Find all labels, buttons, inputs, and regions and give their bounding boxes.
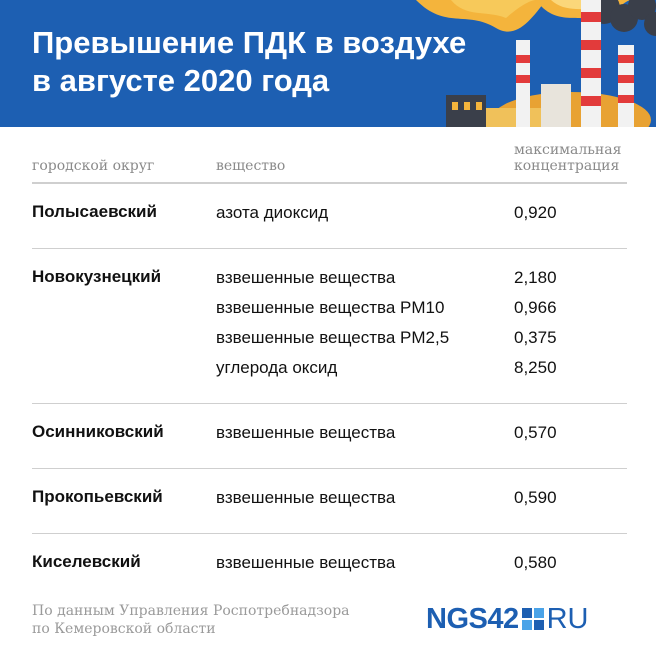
substance-name: взвешенные вещества PM2,5 bbox=[216, 328, 450, 347]
title-line-2: в августе 2020 года bbox=[32, 63, 330, 98]
substance-name: углерода оксид bbox=[216, 358, 338, 377]
substance-name: взвешенные вещества bbox=[216, 268, 396, 287]
substance-name: взвешенные вещества bbox=[216, 423, 396, 442]
pdk-table: городской округ вещество максимальная ко… bbox=[32, 140, 627, 598]
logo-text-right: RU bbox=[546, 602, 589, 635]
source-note: По данным Управления Роспотребнадзора по… bbox=[32, 602, 350, 638]
substance-row: взвешенные вещества 0,570 bbox=[32, 421, 627, 451]
ngs-square-icon bbox=[521, 608, 544, 630]
substance-row: углерода оксид 8,250 bbox=[32, 356, 627, 386]
source-line-2: по Кемеровской области bbox=[32, 621, 216, 637]
header-banner: Превышение ПДК в воздухе в августе 2020 … bbox=[0, 0, 656, 127]
ngs42-logo: NGS42 RU bbox=[426, 602, 589, 635]
district-name: Прокопьевский bbox=[32, 487, 163, 506]
substance-name: азота диоксид bbox=[216, 203, 329, 222]
district-name: Полысаевский bbox=[32, 202, 157, 221]
column-concentration-line-2: концентрация bbox=[514, 158, 620, 174]
district-name: Новокузнецкий bbox=[32, 267, 162, 286]
district-name: Осинниковский bbox=[32, 422, 164, 441]
concentration-value: 8,250 bbox=[514, 358, 557, 377]
page-title: Превышение ПДК в воздухе в августе 2020 … bbox=[32, 24, 466, 100]
column-substance: вещество bbox=[216, 158, 286, 174]
table-header: городской округ вещество максимальная ко… bbox=[32, 140, 627, 184]
concentration-value: 0,590 bbox=[514, 488, 557, 507]
substance-name: взвешенные вещества bbox=[216, 553, 396, 572]
concentration-value: 0,920 bbox=[514, 203, 557, 222]
concentration-value: 2,180 bbox=[514, 268, 557, 287]
table-row: Полысаевский азота диоксид 0,920 bbox=[32, 184, 627, 249]
substance-row: взвешенные вещества 2,180 bbox=[32, 266, 627, 296]
district-name: Киселевский bbox=[32, 552, 141, 571]
substance-row: взвешенные вещества PM2,5 0,375 bbox=[32, 326, 627, 356]
concentration-value: 0,570 bbox=[514, 423, 557, 442]
substance-row: взвешенные вещества 0,590 bbox=[32, 486, 627, 516]
concentration-value: 0,375 bbox=[514, 328, 557, 347]
table-row: Киселевский взвешенные вещества 0,580 bbox=[32, 534, 627, 598]
source-line-1: По данным Управления Роспотребнадзора bbox=[32, 603, 350, 619]
substance-name: взвешенные вещества PM10 bbox=[216, 298, 445, 317]
table-row: Осинниковский взвешенные вещества 0,570 bbox=[32, 404, 627, 469]
logo-text-left: NGS42 bbox=[426, 602, 519, 635]
column-district: городской округ bbox=[32, 158, 155, 174]
substance-row: взвешенные вещества PM10 0,966 bbox=[32, 296, 627, 326]
concentration-value: 0,580 bbox=[514, 553, 557, 572]
substance-row: азота диоксид 0,920 bbox=[32, 201, 627, 231]
substance-name: взвешенные вещества bbox=[216, 488, 396, 507]
factory-illustration bbox=[416, 0, 656, 127]
column-concentration-line-1: максимальная bbox=[514, 142, 622, 158]
table-row: Прокопьевский взвешенные вещества 0,590 bbox=[32, 469, 627, 534]
column-concentration: максимальная концентрация bbox=[514, 142, 621, 174]
substance-row: взвешенные вещества 0,580 bbox=[32, 551, 627, 581]
concentration-value: 0,966 bbox=[514, 298, 557, 317]
table-row: Новокузнецкий взвешенные вещества 2,180 … bbox=[32, 249, 627, 404]
title-line-1: Превышение ПДК в воздухе bbox=[32, 25, 467, 60]
